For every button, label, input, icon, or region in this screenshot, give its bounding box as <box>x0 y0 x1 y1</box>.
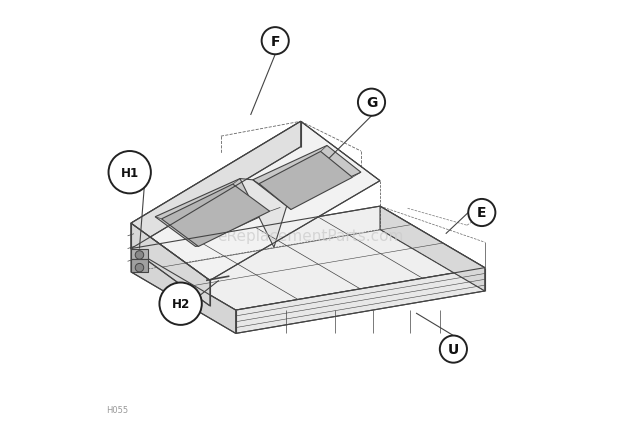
Text: H2: H2 <box>172 297 190 311</box>
Circle shape <box>440 336 467 363</box>
Circle shape <box>358 89 385 116</box>
Circle shape <box>135 251 144 259</box>
Polygon shape <box>380 207 485 291</box>
Polygon shape <box>253 146 361 207</box>
Polygon shape <box>131 249 236 334</box>
Text: H1: H1 <box>120 166 139 179</box>
Polygon shape <box>131 249 148 259</box>
Circle shape <box>262 28 289 55</box>
Circle shape <box>468 199 495 227</box>
Text: H055: H055 <box>107 405 128 414</box>
Polygon shape <box>131 122 301 249</box>
Text: eReplacementParts.com: eReplacementParts.com <box>217 229 403 244</box>
Polygon shape <box>236 268 485 334</box>
Polygon shape <box>155 179 280 247</box>
Text: E: E <box>477 206 487 220</box>
Polygon shape <box>259 152 352 210</box>
Text: U: U <box>448 343 459 356</box>
Circle shape <box>159 283 202 325</box>
Text: F: F <box>270 35 280 49</box>
Text: G: G <box>366 96 377 110</box>
Polygon shape <box>162 184 270 247</box>
Polygon shape <box>131 122 380 281</box>
Circle shape <box>135 264 144 272</box>
Polygon shape <box>240 179 286 248</box>
Polygon shape <box>131 207 485 311</box>
Polygon shape <box>131 224 210 306</box>
Circle shape <box>108 152 151 194</box>
Polygon shape <box>131 259 148 272</box>
